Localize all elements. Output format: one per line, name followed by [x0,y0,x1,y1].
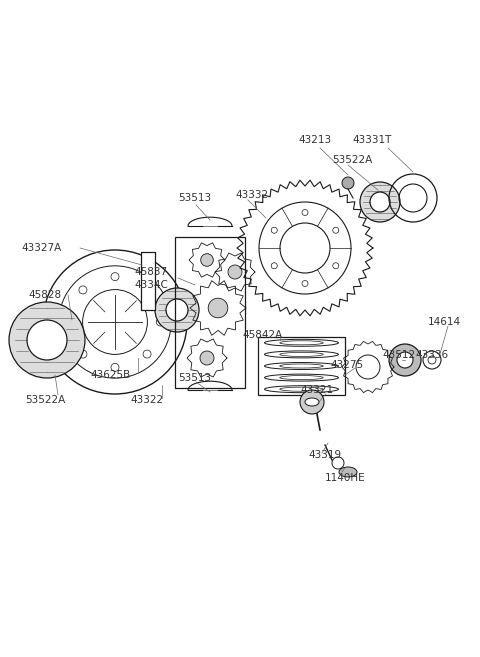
Circle shape [300,390,324,414]
Circle shape [143,350,151,358]
Circle shape [66,318,73,326]
Text: 43327A: 43327A [22,243,62,253]
Text: 43322: 43322 [130,395,163,405]
Text: 43625B: 43625B [90,370,130,380]
Circle shape [200,351,214,365]
Circle shape [228,265,242,279]
Circle shape [208,298,228,318]
Circle shape [155,288,199,332]
Text: 45837: 45837 [135,267,168,277]
Text: 43319: 43319 [308,450,341,460]
Bar [141,252,155,310]
Text: 43332: 43332 [235,190,268,200]
Circle shape [166,299,188,321]
Circle shape [79,350,87,358]
Bar [175,237,245,388]
Text: 43275: 43275 [330,360,363,370]
Circle shape [370,192,390,212]
Circle shape [143,286,151,294]
Circle shape [271,263,277,269]
Text: 43213: 43213 [298,135,331,145]
Circle shape [360,182,400,222]
Circle shape [79,286,87,294]
Text: 45828: 45828 [29,290,62,300]
Circle shape [9,302,85,378]
Circle shape [271,227,277,233]
Text: 43321: 43321 [300,385,333,395]
Circle shape [397,352,413,368]
Circle shape [156,318,164,326]
Circle shape [201,254,213,266]
Text: 4334C: 4334C [134,280,168,290]
Text: 53522A: 53522A [332,155,372,165]
Circle shape [342,177,354,189]
Circle shape [333,263,339,269]
Text: 53513: 53513 [178,373,211,383]
Ellipse shape [339,467,357,477]
Text: 53513: 53513 [178,193,211,203]
Circle shape [333,227,339,233]
Text: 14614: 14614 [428,317,461,327]
Text: 45842A: 45842A [242,330,282,340]
Circle shape [389,344,421,376]
Text: 43331T: 43331T [352,135,391,145]
Ellipse shape [305,398,319,406]
Text: 1140HE: 1140HE [325,473,366,483]
Bar [258,337,345,395]
Circle shape [111,363,119,371]
Circle shape [356,355,380,379]
Circle shape [302,281,308,286]
Circle shape [332,457,344,469]
Circle shape [27,320,67,360]
Circle shape [423,351,441,369]
Circle shape [428,356,436,364]
Circle shape [111,273,119,281]
Text: 53522A: 53522A [25,395,65,405]
Text: 43512: 43512 [382,350,415,360]
Text: 43336: 43336 [415,350,448,360]
Circle shape [302,210,308,215]
